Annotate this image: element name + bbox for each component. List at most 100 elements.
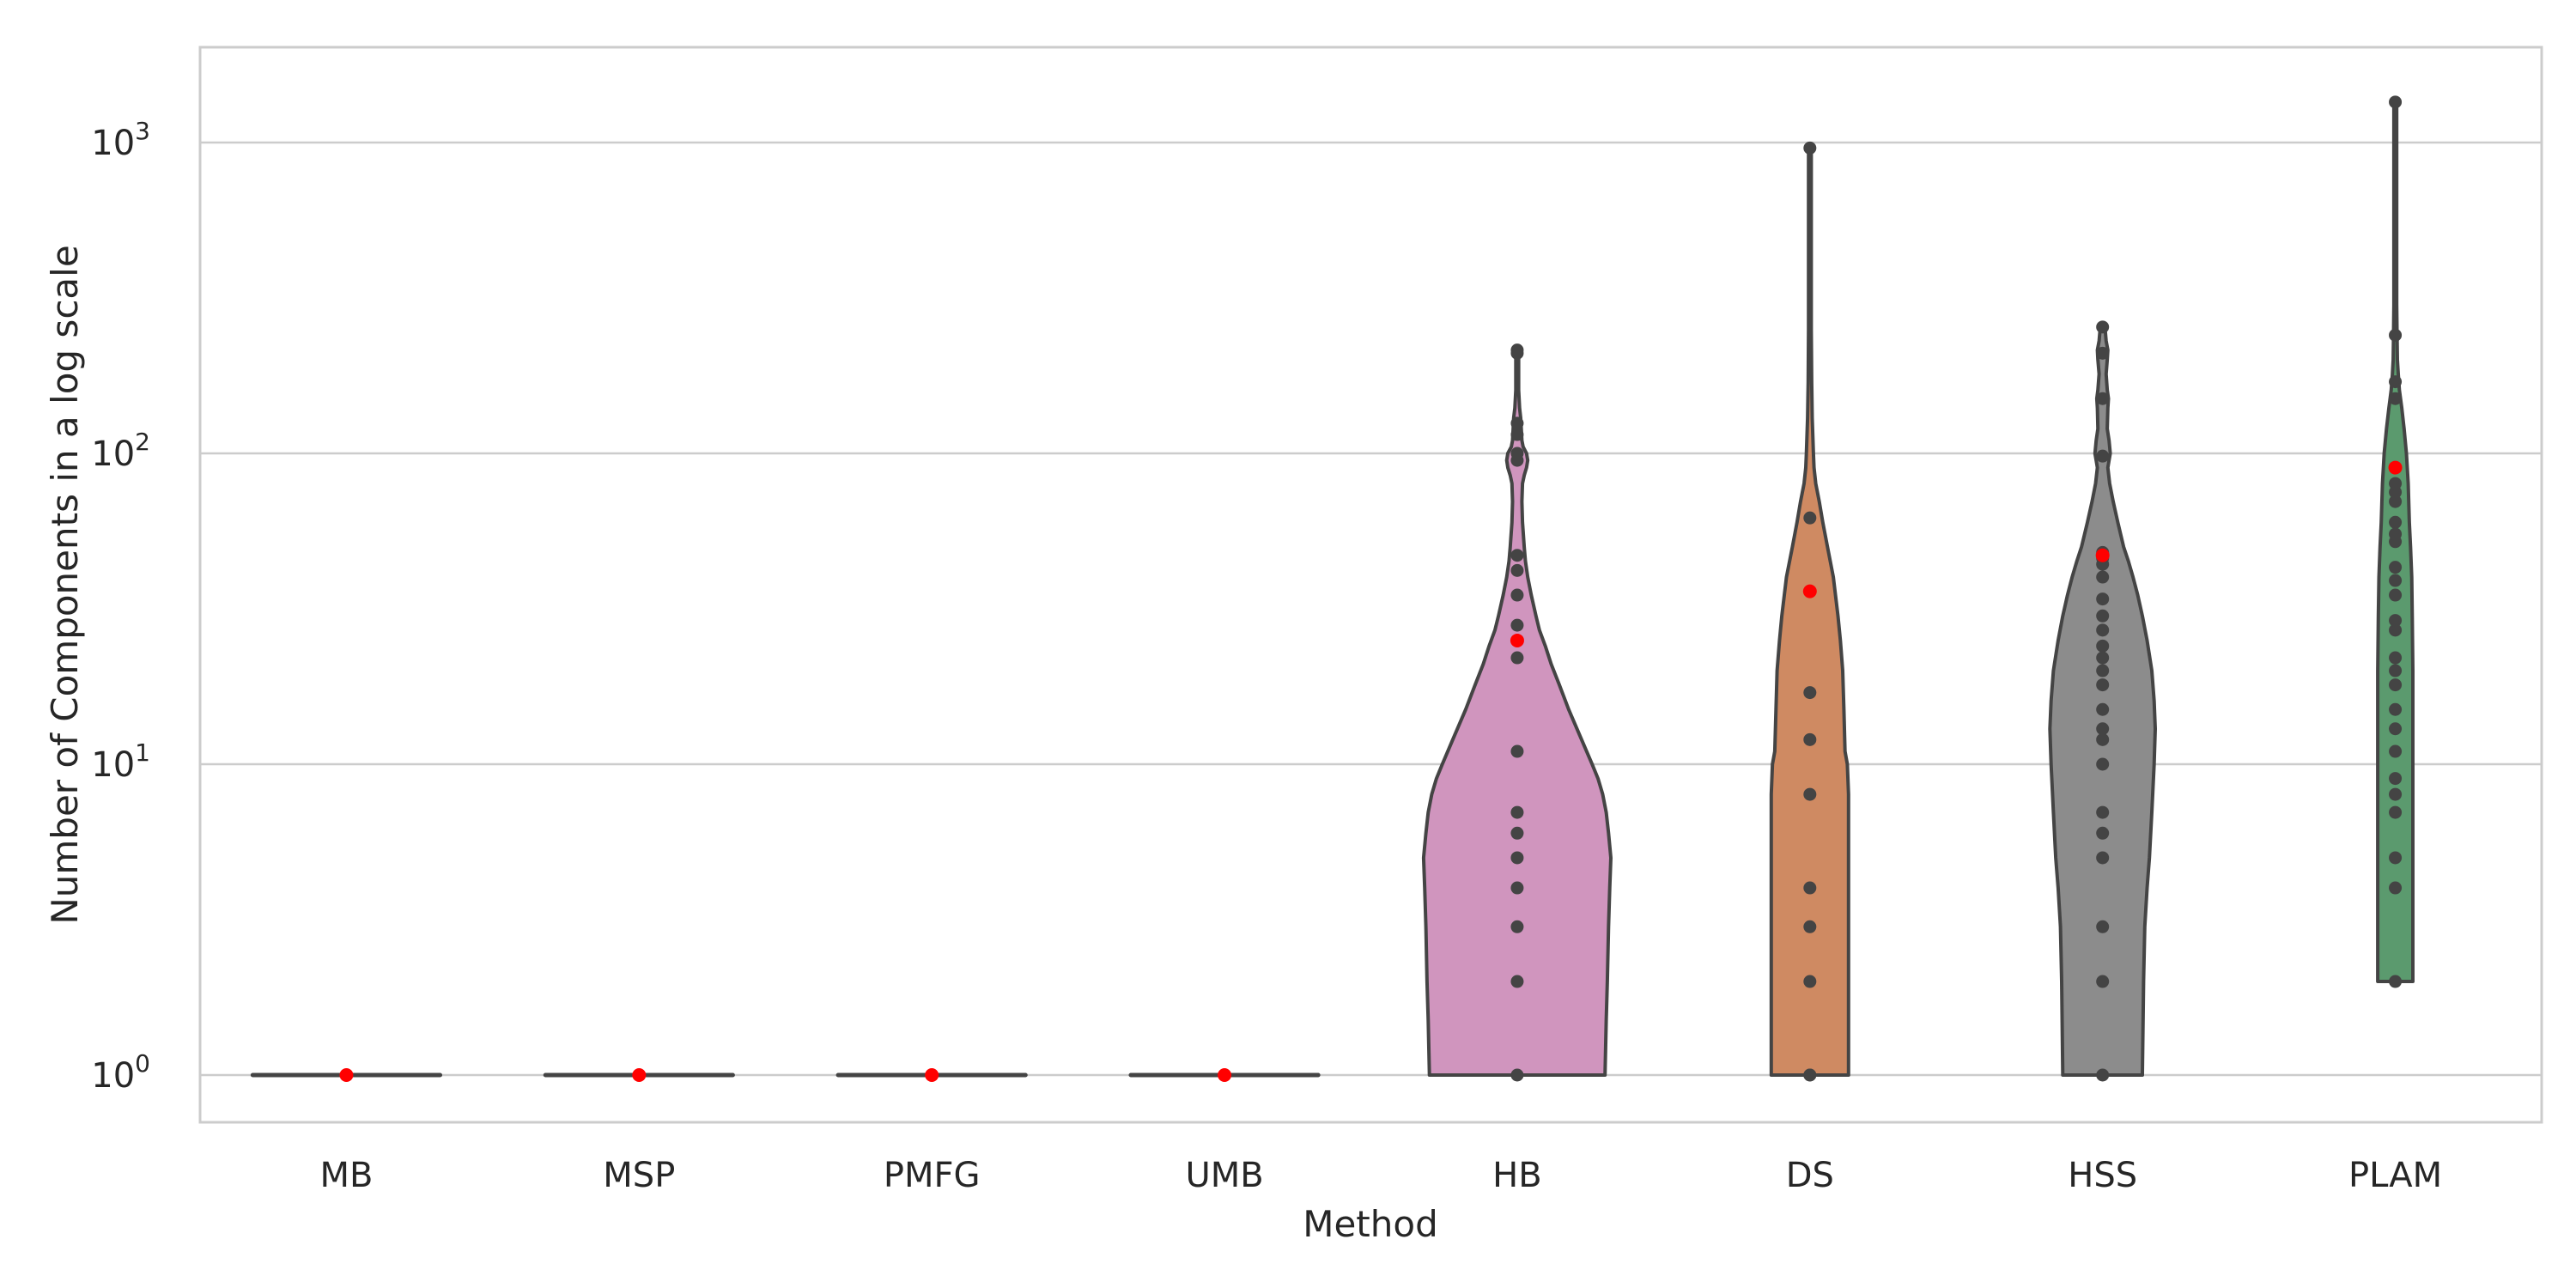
data-point [2096,570,2110,584]
mean-marker [1802,584,1817,598]
data-point [1510,1068,1524,1082]
data-point [2096,757,2110,771]
data-point [2096,623,2110,637]
data-point [1510,549,1524,562]
data-point [2096,678,2110,692]
mean-marker [1218,1068,1232,1082]
y-tick-label: 102 [91,428,150,474]
data-point [2389,588,2403,602]
data-point [1803,881,1817,895]
data-point [1510,881,1524,895]
x-tick-label: HSS [2068,1156,2137,1195]
data-point [1510,651,1524,665]
data-point [1803,686,1817,700]
x-tick-label: MB [319,1156,373,1195]
data-point [2096,732,2110,746]
data-point [2389,702,2403,716]
data-point [2389,651,2403,665]
data-point [1510,343,1524,357]
data-point [1510,447,1524,460]
data-point [1510,975,1524,988]
x-axis-label: Method [1303,1203,1438,1245]
data-point [1510,851,1524,865]
x-tick-label: DS [1786,1156,1834,1195]
data-point [1803,920,1817,933]
data-point [2389,574,2403,587]
data-point [2389,678,2403,692]
data-point [1803,787,1817,801]
data-point [1510,920,1524,933]
x-tick-label: HB [1492,1156,1542,1195]
data-point [1510,428,1524,441]
data-point [2389,515,2403,529]
mean-marker [339,1068,354,1082]
x-tick-label: PLAM [2348,1156,2442,1195]
data-point [1510,588,1524,602]
data-point [2389,805,2403,819]
data-point [2389,95,2403,109]
data-point [2096,609,2110,623]
data-point [2389,787,2403,801]
x-tick-label: UMB [1185,1156,1263,1195]
data-point [2389,614,2403,628]
data-point [1803,1068,1817,1082]
data-point [1510,744,1524,758]
y-tick-label: 100 [91,1049,150,1096]
mean-marker [632,1068,647,1082]
data-point [2389,744,2403,758]
data-point [2096,392,2110,405]
data-point [2389,527,2403,541]
data-point [1803,975,1817,988]
data-point [2096,449,2110,463]
data-point [2096,346,2110,360]
data-point [2389,477,2403,490]
mean-marker [1510,633,1524,647]
data-points [339,95,2403,1082]
data-point [2096,639,2110,653]
data-point [2389,561,2403,574]
data-point [2096,664,2110,677]
mean-marker [925,1068,939,1082]
data-point [2389,328,2403,342]
data-point [1510,826,1524,840]
plot-area [198,46,2543,1124]
data-point [2096,592,2110,606]
data-point [1510,416,1524,430]
data-point [1510,618,1524,632]
data-point [2389,722,2403,736]
x-tick-label: MSP [603,1156,675,1195]
data-point [2096,651,2110,665]
data-point [2096,975,2110,988]
data-point [1803,141,1817,155]
data-point [2389,772,2403,786]
data-point [2389,623,2403,637]
tick-labels: 100 101 102 103 MB MSP PMFG UMB HB DS HSS PLAM [91,117,2442,1195]
x-tick-label: PMFG [884,1156,981,1195]
data-point [2096,920,2110,933]
data-point [2096,805,2110,819]
data-point [2389,881,2403,895]
data-point [2096,722,2110,736]
y-tick-label: 103 [91,117,150,163]
data-point [2096,320,2110,334]
data-point [2389,975,2403,988]
y-axis-label: Number of Components in a log scale [44,245,86,924]
data-point [2389,664,2403,677]
data-point [1803,732,1817,746]
data-point [1510,805,1524,819]
mean-marker [2388,460,2403,475]
data-point [2389,851,2403,865]
data-point [2389,495,2403,508]
data-point [2389,375,2403,389]
data-point [2389,392,2403,405]
data-point [2096,851,2110,865]
y-tick-label: 101 [91,738,150,785]
data-point [2096,826,2110,840]
data-point [2096,1068,2110,1082]
data-point [2096,702,2110,716]
mean-marker [2095,548,2110,562]
data-point [1510,563,1524,577]
data-point [1803,511,1817,525]
